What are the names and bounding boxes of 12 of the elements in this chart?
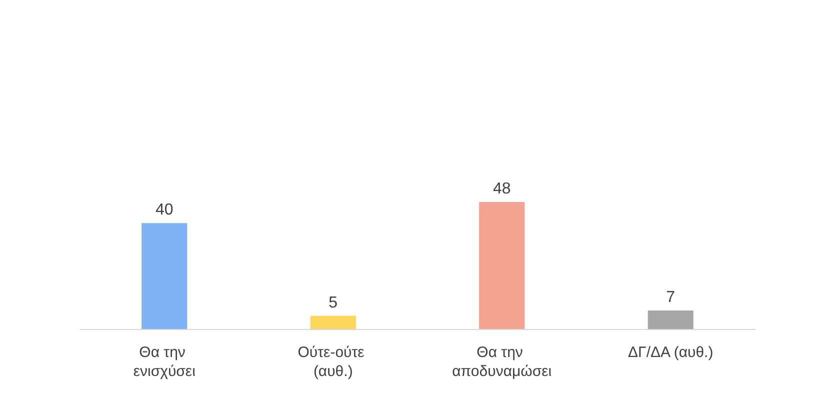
bar (142, 223, 188, 329)
bar (310, 316, 356, 329)
bar (648, 310, 694, 329)
bar (479, 202, 525, 329)
data-label: 40 (155, 202, 174, 219)
x-tick-label: Θα την ενισχύσει (133, 344, 196, 380)
x-tick-label: Θα την αποδυναμώσει (452, 344, 552, 380)
x-tick-label: Ούτε-ούτε (αυθ.) (298, 344, 369, 380)
data-label: 48 (492, 180, 511, 198)
data-label: 7 (666, 288, 676, 306)
data-label: 5 (328, 294, 338, 312)
x-tick-label: ΔΓ/ΔΑ (αυθ.) (628, 344, 714, 361)
